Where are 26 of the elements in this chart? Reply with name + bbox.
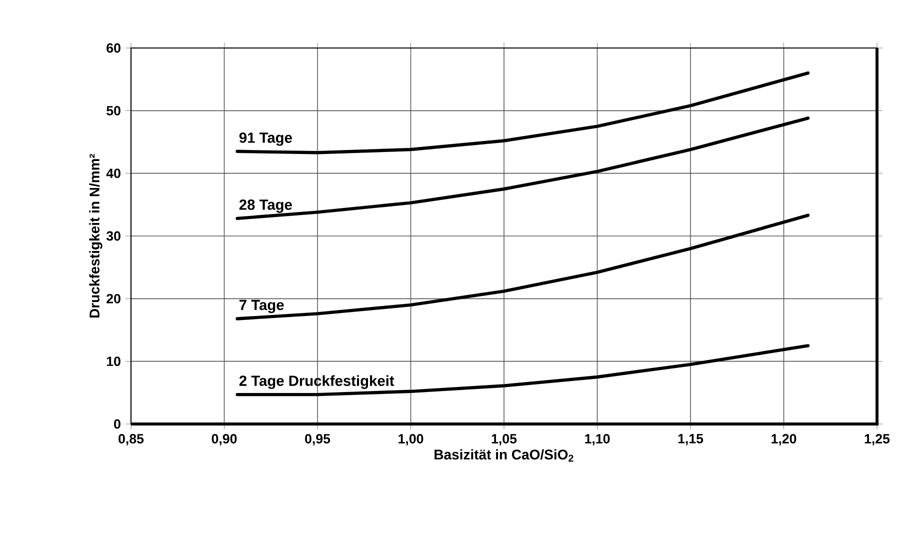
y-tick-label: 10 <box>106 356 120 366</box>
series-label: 28 Tage <box>239 200 292 213</box>
y-tick-label: 50 <box>106 106 120 116</box>
x-tick-label: 0,95 <box>305 434 330 446</box>
x-tick-label: 1,05 <box>492 434 517 446</box>
x-tick-label: 1,00 <box>398 434 424 446</box>
x-tick-label: 0,90 <box>212 434 237 446</box>
line-series <box>236 344 810 396</box>
x-tick-label: 0,85 <box>118 434 144 446</box>
line-series <box>236 116 810 220</box>
line-series <box>236 214 810 320</box>
y-tick-label: 20 <box>106 294 120 304</box>
y-tick-label: 40 <box>106 168 120 178</box>
y-tick-label: 60 <box>106 43 120 53</box>
series-label: 2 Tage Druckfestigkeit <box>239 375 394 389</box>
line-series <box>236 71 810 154</box>
y-axis-title: Druckfestigkeit in N/mm² <box>89 154 102 318</box>
series-label: 7 Tage <box>240 300 284 314</box>
series-label: 91 Tage <box>239 132 292 146</box>
x-tick-label: 1,20 <box>772 434 796 446</box>
x-tick-label: 1,10 <box>585 434 610 446</box>
y-tick-label: 30 <box>106 231 120 241</box>
x-tick-label: 1,15 <box>678 434 704 446</box>
x-tick-label: 1,25 <box>864 434 890 446</box>
x-axis-title: Basizität in CaO/SiO$_{2}$ <box>434 449 574 462</box>
y-tick-label: 0 <box>114 419 120 429</box>
